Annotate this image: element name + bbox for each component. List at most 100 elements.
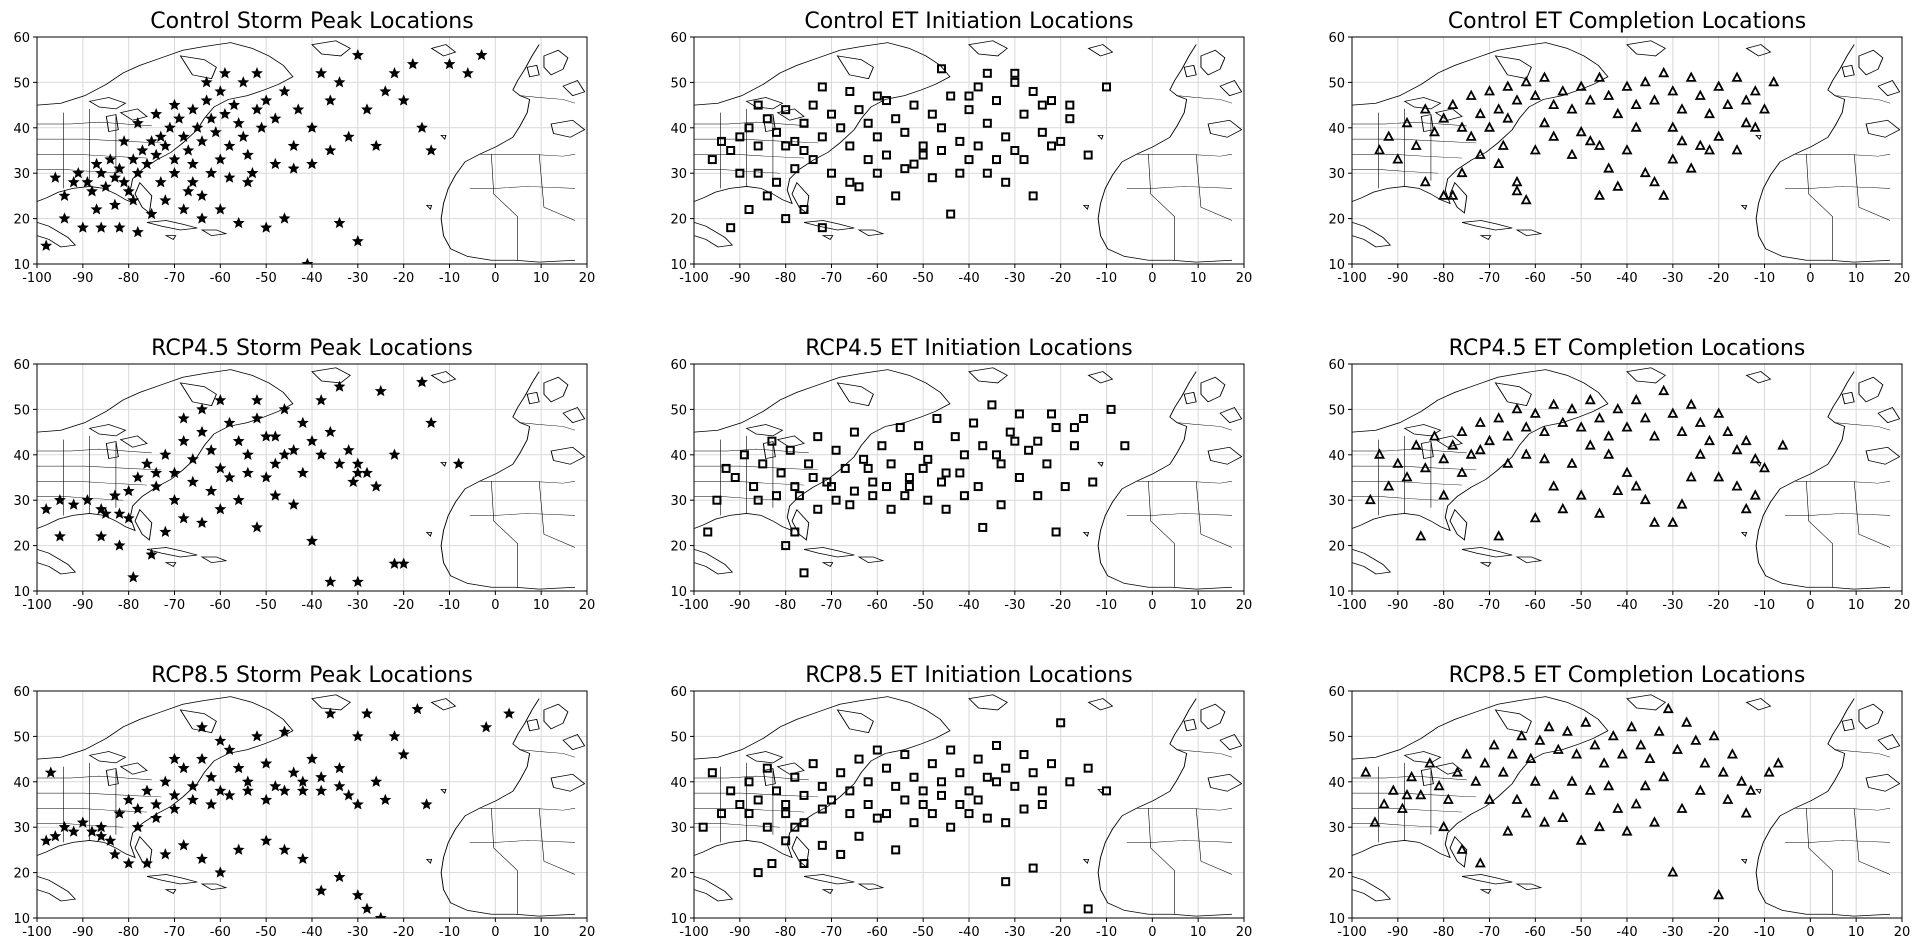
storm-peak-marker [159, 448, 172, 460]
panel-title: RCP4.5 ET Completion Locations [1449, 336, 1806, 361]
panel-title: RCP8.5 Storm Peak Locations [151, 663, 473, 688]
et-completion-marker [1649, 816, 1660, 827]
storm-peak-marker [159, 525, 172, 538]
x-tick-label: -80 [775, 598, 796, 613]
et-completion-marker [1749, 121, 1761, 132]
et-initiation-marker [1065, 114, 1075, 124]
storm-peak-marker [296, 852, 309, 865]
et-initiation-marker [854, 831, 864, 841]
et-initiation-marker [1019, 109, 1029, 119]
x-tick-label: -80 [1433, 925, 1454, 940]
y-tick-label: 60 [13, 685, 30, 700]
et-initiation-marker [845, 500, 855, 510]
map-panel-2: Control ET Initiation Locations-100 -90 -8… [670, 9, 1252, 286]
storm-peak-marker [81, 493, 94, 506]
x-tick-label: -80 [1433, 271, 1454, 286]
storm-peak-marker [260, 834, 273, 846]
et-completion-marker [1639, 166, 1651, 178]
storm-peak-marker [278, 784, 291, 796]
x-tick-label: -20 [393, 271, 414, 286]
et-completion-marker [1465, 130, 1477, 141]
storm-peak-marker [196, 189, 208, 201]
x-tick-label: -10 [1096, 598, 1117, 613]
y-tick-label: 50 [670, 730, 687, 745]
et-completion-marker [1575, 80, 1587, 91]
et-completion-marker [1433, 779, 1445, 791]
storm-peak-marker [145, 548, 158, 560]
x-tick-label: -100 [679, 925, 709, 940]
storm-peak-marker [223, 789, 236, 801]
et-completion-marker [1717, 766, 1729, 777]
et-initiation-marker [959, 450, 969, 460]
et-completion-marker [1415, 788, 1427, 800]
et-initiation-marker [817, 132, 827, 142]
storm-peak-marker [388, 557, 401, 569]
et-initiation-marker [946, 745, 956, 755]
et-completion-marker [1658, 66, 1670, 78]
storm-peak-marker [315, 784, 328, 796]
et-initiation-marker [872, 132, 882, 142]
et-initiation-marker [992, 96, 1001, 106]
storm-peak-marker [379, 793, 392, 806]
et-completion-marker [1708, 729, 1720, 741]
et-initiation-marker [955, 168, 965, 178]
et-initiation-marker [735, 132, 745, 142]
et-initiation-marker [927, 759, 937, 769]
et-initiation-marker [781, 141, 791, 151]
et-completion-marker [1594, 507, 1605, 518]
map-panel-9: RCP8.5 ET Completion Locations-100 -90 -80… [1328, 663, 1910, 940]
storm-peak-marker [315, 771, 328, 783]
et-initiation-marker [978, 441, 988, 451]
et-initiation-marker [982, 813, 992, 823]
storm-peak-marker [333, 76, 346, 88]
y-tick-label: 40 [670, 449, 687, 464]
storm-peak-marker [67, 498, 80, 510]
et-initiation-marker [927, 109, 937, 119]
et-initiation-marker [973, 754, 983, 764]
storm-peak-marker [475, 48, 488, 61]
x-tick-label: -50 [256, 925, 277, 940]
storm-peak-marker [223, 416, 236, 429]
x-tick-label: 10 [1190, 598, 1207, 613]
et-completion-marker [1456, 166, 1468, 178]
x-tick-label: -40 [958, 598, 979, 613]
storm-peak-marker [205, 771, 218, 783]
et-initiation-marker [914, 441, 924, 451]
et-initiation-marker [882, 809, 891, 819]
x-tick-label: 20 [579, 598, 596, 613]
storm-peak-marker [40, 239, 53, 251]
et-completion-marker [1571, 748, 1583, 759]
x-tick-label: -70 [1479, 925, 1500, 940]
y-tick-label: 20 [670, 213, 687, 228]
storm-peak-marker [388, 448, 401, 460]
et-completion-marker [1465, 448, 1477, 459]
x-tick-label: -70 [821, 271, 842, 286]
x-tick-label: -30 [1004, 925, 1025, 940]
et-completion-marker [1493, 157, 1505, 169]
et-initiation-marker [1010, 77, 1020, 87]
storm-peak-marker [131, 117, 144, 129]
y-tick-label: 50 [13, 76, 30, 91]
et-initiation-marker [813, 432, 823, 442]
et-completion-marker [1502, 430, 1514, 441]
storm-peak-marker [131, 471, 144, 483]
et-completion-marker [1685, 71, 1697, 82]
x-tick-label: 10 [1848, 271, 1865, 286]
et-initiation-marker [937, 64, 946, 74]
storm-peak-marker [351, 457, 364, 469]
x-tick-label: 10 [1190, 271, 1207, 286]
et-completion-marker [1566, 148, 1578, 159]
et-initiation-marker [735, 800, 745, 809]
et-completion-marker [1419, 103, 1431, 114]
storm-peak-marker [241, 148, 254, 161]
x-tick-label: -40 [1616, 925, 1637, 940]
map-panel-7: RCP8.5 Storm Peak Locations-100 -90 -80 -70… [13, 663, 595, 940]
et-completion-marker [1630, 121, 1642, 132]
et-initiation-marker [799, 205, 809, 215]
et-completion-marker [1603, 779, 1615, 791]
et-initiation-marker [726, 786, 736, 796]
storm-peak-marker [333, 780, 346, 792]
et-completion-marker [1740, 807, 1752, 818]
et-initiation-marker [827, 795, 836, 805]
